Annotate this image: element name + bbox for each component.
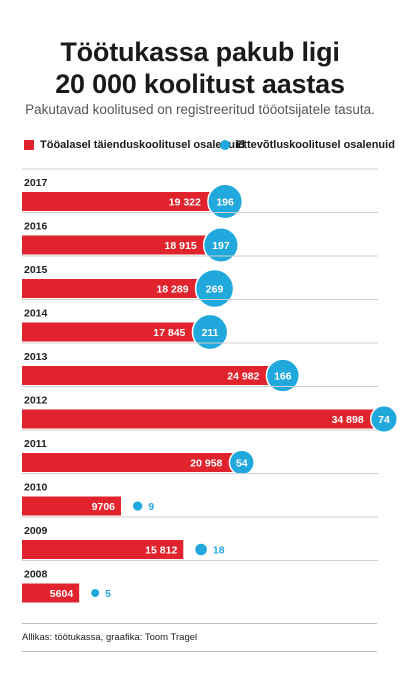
label-training: 24 982	[227, 371, 259, 383]
circle-entrepreneurship	[265, 358, 301, 393]
label-training: 20 958	[190, 458, 222, 470]
year-label: 2013	[24, 351, 48, 363]
bar-training	[22, 366, 277, 385]
legend-swatch-red	[24, 140, 34, 150]
source-note: Allikas: töötukassa, graafika: Toom Trag…	[22, 632, 198, 643]
label-entrepreneurship: 54	[236, 458, 248, 470]
circle-entrepreneurship	[91, 589, 100, 597]
year-label: 2015	[24, 264, 48, 276]
label-entrepreneurship: 269	[206, 284, 224, 296]
label-training: 15 812	[145, 545, 177, 557]
label-entrepreneurship: 166	[274, 371, 292, 383]
label-training: 5604	[50, 588, 74, 600]
circle-entrepreneurship	[194, 268, 235, 309]
label-training: 17 845	[153, 327, 185, 339]
footer-divider	[22, 623, 377, 624]
chart-title: Töötukassa pakub ligi 20 000 koolitust a…	[55, 37, 345, 99]
circle-entrepreneurship	[202, 226, 239, 264]
legend-swatch-blue	[220, 140, 230, 150]
label-entrepreneurship: 9	[148, 501, 154, 513]
circle-entrepreneurship	[191, 313, 229, 351]
year-label: 2010	[24, 482, 48, 494]
circle-entrepreneurship	[228, 449, 255, 476]
label-entrepreneurship: 18	[213, 545, 225, 557]
bottom-divider	[22, 651, 377, 652]
chart-subtitle: Pakutavad koolitused on registreeritud t…	[25, 102, 375, 117]
circle-entrepreneurship	[207, 183, 244, 220]
year-label: 2017	[24, 177, 48, 189]
bar-training	[22, 192, 220, 211]
year-label: 2009	[24, 525, 48, 537]
circle-entrepreneurship	[195, 543, 207, 556]
bar-training	[22, 322, 205, 342]
year-label: 2016	[24, 221, 48, 233]
year-label: 2012	[24, 395, 48, 407]
bar-training	[22, 409, 378, 429]
circle-entrepreneurship	[369, 404, 399, 434]
label-entrepreneurship: 197	[212, 240, 230, 252]
bar-training	[22, 279, 209, 298]
label-entrepreneurship: 196	[216, 197, 234, 209]
bar-training	[22, 235, 215, 255]
legend-entrepreneurship: Ettevõtluskoolitusel osalenuid	[220, 139, 395, 151]
label-training: 9706	[92, 501, 116, 513]
label-entrepreneurship: 74	[378, 414, 390, 426]
label-training: 18 915	[165, 240, 197, 252]
year-label: 2008	[24, 569, 48, 581]
bar-training	[22, 583, 80, 603]
year-label: 2011	[24, 438, 47, 450]
legend-label-entrepreneurship: Ettevõtluskoolitusel osalenuid	[236, 139, 395, 151]
label-training: 34 898	[332, 414, 364, 426]
label-training: 19 322	[169, 197, 201, 209]
circle-entrepreneurship	[133, 501, 143, 511]
bar-training	[22, 496, 122, 516]
bar-training	[22, 540, 184, 559]
label-training: 18 289	[156, 284, 188, 296]
legend-training: Tööalasel täienduskoolitusel osalenuid	[24, 139, 245, 151]
legend-label-training: Tööalasel täienduskoolitusel osalenuid	[40, 139, 245, 151]
label-entrepreneurship: 211	[202, 327, 219, 339]
year-label: 2014	[24, 308, 48, 320]
label-entrepreneurship: 5	[105, 588, 111, 600]
bar-training	[22, 453, 236, 472]
